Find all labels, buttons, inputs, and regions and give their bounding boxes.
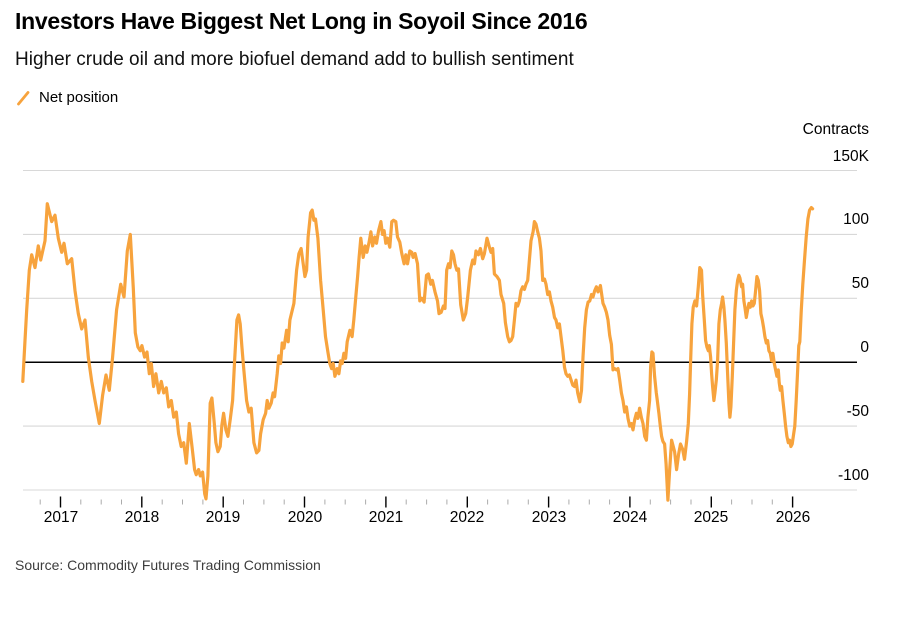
y-axis-label: 100: [843, 211, 869, 228]
x-axis-label: 2023: [531, 509, 567, 526]
x-axis-label: 2022: [449, 509, 485, 526]
x-axis-label: 2026: [775, 509, 811, 526]
line-series-slash-icon: [17, 90, 30, 105]
legend-label: Net position: [39, 89, 119, 106]
x-axis-label: 2021: [368, 509, 404, 526]
y-axis-label: -100: [837, 467, 869, 484]
source-note: Source: Commodity Futures Trading Commis…: [15, 557, 321, 573]
legend: Net position: [16, 89, 118, 106]
axis-unit-label: Contracts: [802, 121, 869, 138]
net-position-line: [21, 202, 815, 502]
y-axis-label: 50: [851, 275, 869, 292]
x-axis-label: 2025: [693, 509, 729, 526]
x-axis-label: 2017: [43, 509, 79, 526]
chart-subtitle: Higher crude oil and more biofuel demand…: [15, 49, 574, 70]
y-axis-label: 150K: [832, 148, 869, 165]
y-axis-label: -50: [846, 403, 869, 420]
y-axis-label: 0: [860, 339, 869, 356]
x-axis-label: 2020: [287, 509, 323, 526]
x-axis-label: 2024: [612, 509, 648, 526]
x-axis-label: 2019: [205, 509, 241, 526]
chart-title: Investors Have Biggest Net Long in Soyoi…: [15, 8, 588, 34]
x-axis-label: 2018: [124, 509, 160, 526]
